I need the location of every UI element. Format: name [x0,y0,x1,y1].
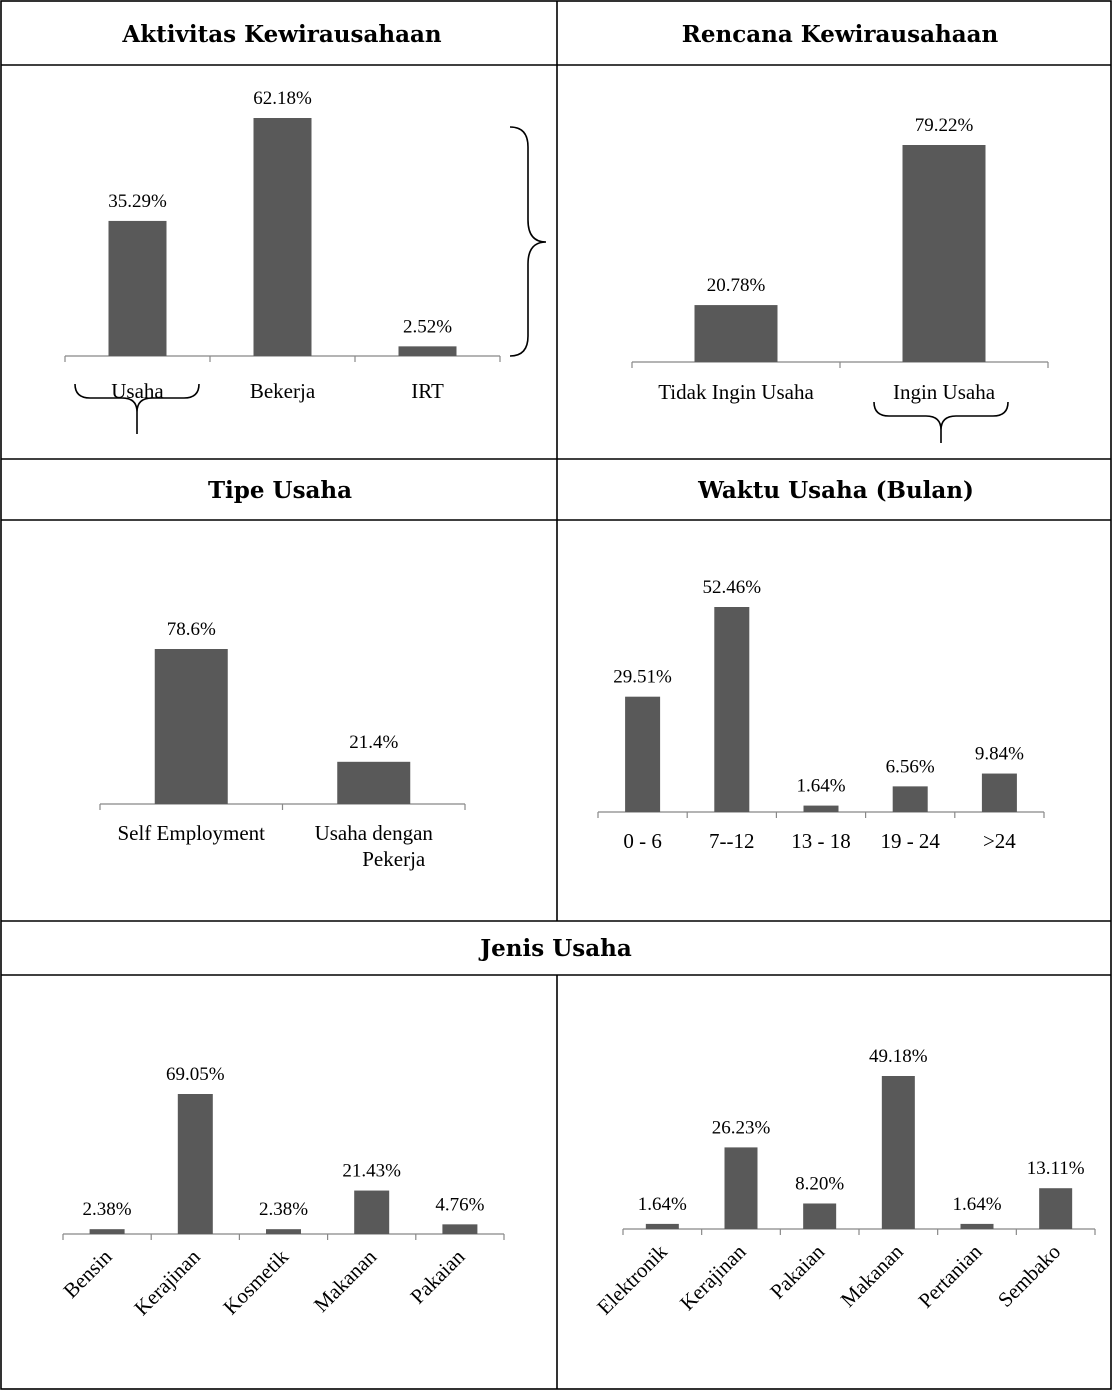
brace-under-usaha-icon [74,383,200,434]
jenis-right-category-label: Sembako [993,1240,1065,1312]
jenis-left-value-label: 4.76% [435,1194,484,1215]
aktivitas-category-label: IRT [411,379,444,403]
tipe-category-label-line2: Pekerja [362,847,426,871]
aktivitas-value-label: 62.18% [253,88,312,109]
jenis-right-value-label: 8.20% [795,1173,844,1194]
jenis-left-value-label: 69.05% [166,1064,225,1085]
aktivitas-bar [398,346,457,356]
jenis-right-category-label: Makanan [836,1239,909,1312]
waktu-bar [892,786,928,812]
jenis-right-category-label: Kerajinan [675,1239,751,1315]
jenis-left-bar [89,1229,125,1234]
jenis-right-value-label: 1.64% [638,1194,687,1215]
jenis-right-value-label: 1.64% [952,1194,1001,1215]
jenis-right-bar [803,1203,837,1229]
jenis-left-category-label: Kerajinan [129,1244,205,1320]
tipe-category-label: Usaha dengan [315,821,434,845]
header-rencana: Rencana Kewirausahaan [682,21,999,48]
jenis-right-category-label: Pertanian [913,1239,986,1312]
brace-right-icon [509,126,547,357]
waktu-category-label: >24 [983,829,1016,853]
tipe-bar [154,649,228,804]
jenis-right-bar [1039,1188,1073,1229]
tipe-value-label: 21.4% [349,732,398,753]
waktu-value-label: 29.51% [613,667,672,688]
rencana-category-label: Tidak Ingin Usaha [658,380,814,404]
jenis-left-value-label: 2.38% [259,1199,308,1220]
aktivitas-bar [253,118,312,356]
jenis-left-value-label: 21.43% [342,1161,401,1182]
waktu-bar [714,607,750,812]
waktu-value-label: 52.46% [703,577,762,598]
tipe-category-label: Self Employment [117,821,265,845]
jenis-right-category-label: Pakaian [765,1239,829,1303]
aktivitas-value-label: 35.29% [108,191,167,212]
aktivitas-value-label: 2.52% [403,316,452,337]
jenis-right-bar [645,1223,679,1229]
tipe-value-label: 78.6% [167,619,216,640]
jenis-left-bar [354,1190,390,1234]
jenis-left-category-label: Pakaian [405,1244,469,1308]
header-aktivitas: Aktivitas Kewirausahaan [121,21,442,48]
rencana-value-label: 79.22% [915,115,974,136]
jenis-left-category-label: Makanan [309,1244,382,1317]
waktu-value-label: 6.56% [886,756,935,777]
header-jenis: Jenis Usaha [478,935,632,962]
rencana-bar [902,145,986,362]
waktu-category-label: 7--12 [709,829,755,853]
aktivitas-category-label: Bekerja [250,379,316,403]
jenis-right-bar [724,1147,758,1229]
brace-under-ingin-usaha-icon [873,401,1009,443]
rencana-value-label: 20.78% [707,275,766,296]
jenis-left-bar [266,1229,301,1234]
jenis-right-value-label: 49.18% [869,1046,928,1067]
jenis-right-value-label: 13.11% [1027,1158,1085,1179]
header-waktu: Waktu Usaha (Bulan) [697,477,974,504]
jenis-left-bar [177,1094,213,1234]
jenis-right-bar [881,1076,915,1229]
jenis-right-value-label: 26.23% [712,1117,771,1138]
rencana-bar [694,305,778,362]
header-tipe: Tipe Usaha [208,477,352,504]
waktu-category-label: 13 - 18 [791,829,851,853]
waktu-bar [981,773,1017,812]
aktivitas-bar [108,220,167,356]
jenis-right-category-label: Elektronik [592,1239,672,1319]
tipe-bar [337,761,411,804]
waktu-bar [803,805,839,812]
waktu-value-label: 1.64% [796,776,845,797]
waktu-value-label: 9.84% [975,744,1024,765]
waktu-bar [625,696,661,812]
waktu-category-label: 19 - 24 [880,829,940,853]
jenis-left-category-label: Kosmetik [218,1244,293,1319]
jenis-right-bar [960,1223,994,1229]
rencana-category-label: Ingin Usaha [893,380,996,404]
jenis-left-value-label: 2.38% [83,1199,132,1220]
aktivitas-category-label: Usaha [111,379,164,403]
jenis-left-category-label: Bensin [58,1244,117,1303]
charts-layer: 35.29% Usaha 62.18% Bekerja 2.52% IRT 20.78% Ti… [58,88,1096,1320]
waktu-category-label: 0 - 6 [623,829,662,853]
jenis-left-bar [442,1224,478,1234]
